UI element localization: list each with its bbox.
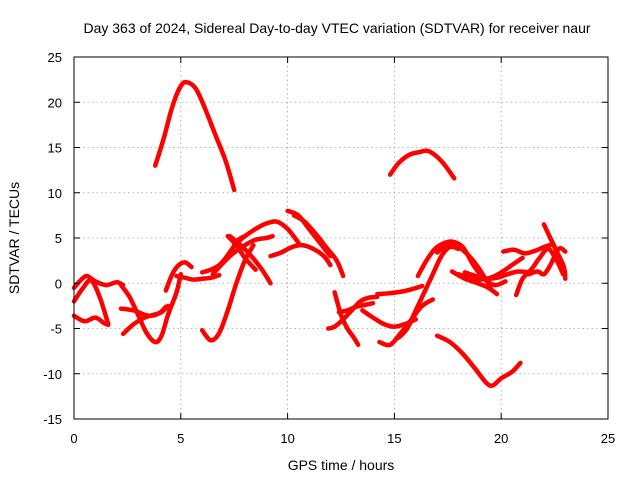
series-arc-morning-e	[210, 233, 275, 277]
series-arc-early-f	[118, 304, 169, 319]
series-arc-evening-a	[456, 255, 525, 282]
series-arc-morning-b	[174, 272, 222, 282]
axis-ticks: 0 5 10 15 20 25 -15 -10 -5 0 5 10 15 20 25	[43, 50, 615, 446]
y-tick-label: 15	[48, 141, 62, 156]
series-arc-evening-e	[513, 246, 566, 298]
series-arc-evening-b	[449, 269, 500, 297]
y-tick-label: 0	[55, 276, 62, 291]
grid-lines	[74, 57, 608, 419]
series-arc-afternoon-d	[396, 244, 461, 340]
plot-series	[71, 79, 568, 389]
x-tick-label: 5	[177, 431, 184, 446]
series-arc-high-morning	[152, 79, 237, 193]
series-arc-early-d	[118, 271, 184, 345]
series-arc-evening-f	[526, 246, 568, 277]
y-tick-label: 25	[48, 50, 62, 65]
series-arc-midday-a	[268, 242, 333, 268]
y-tick-label: -5	[50, 322, 62, 337]
series-arc-evening-h	[548, 235, 568, 281]
series-arc-early-a	[71, 273, 126, 291]
y-tick-label: 10	[48, 186, 62, 201]
series-arc-morning-g	[225, 233, 258, 272]
series-arc-afternoon-f	[434, 242, 493, 291]
series-arc-early-b	[71, 278, 111, 327]
chart-title: Day 363 of 2024, Sidereal Day-to-day VTE…	[83, 20, 590, 36]
series-arc-morning-a	[163, 260, 194, 293]
y-tick-label: 20	[48, 95, 62, 110]
y-tick-label: -10	[43, 367, 62, 382]
series-arc-early-c	[71, 313, 111, 328]
x-tick-label: 10	[280, 431, 294, 446]
series-arc-high-afternoon	[387, 148, 457, 181]
series-arc-morning-h	[231, 219, 301, 248]
series-arc-midday-f	[336, 300, 376, 315]
series-arc-midday-c	[291, 213, 346, 279]
x-axis-label: GPS time / hours	[288, 457, 395, 473]
y-tick-label: -15	[43, 412, 62, 427]
series-arc-midday-d	[332, 290, 361, 348]
x-tick-label: 25	[601, 431, 615, 446]
y-axis-label: SDTVAR / TECUs	[6, 182, 22, 294]
x-tick-label: 0	[70, 431, 77, 446]
series-arc-evening-c	[462, 269, 532, 282]
y-tick-label: 5	[55, 231, 62, 246]
series-arc-evening-d	[501, 242, 555, 256]
series-arc-afternoon-c	[375, 283, 425, 297]
x-tick-label: 20	[494, 431, 508, 446]
series-arc-low-evening	[434, 333, 523, 389]
x-tick-label: 15	[387, 431, 401, 446]
